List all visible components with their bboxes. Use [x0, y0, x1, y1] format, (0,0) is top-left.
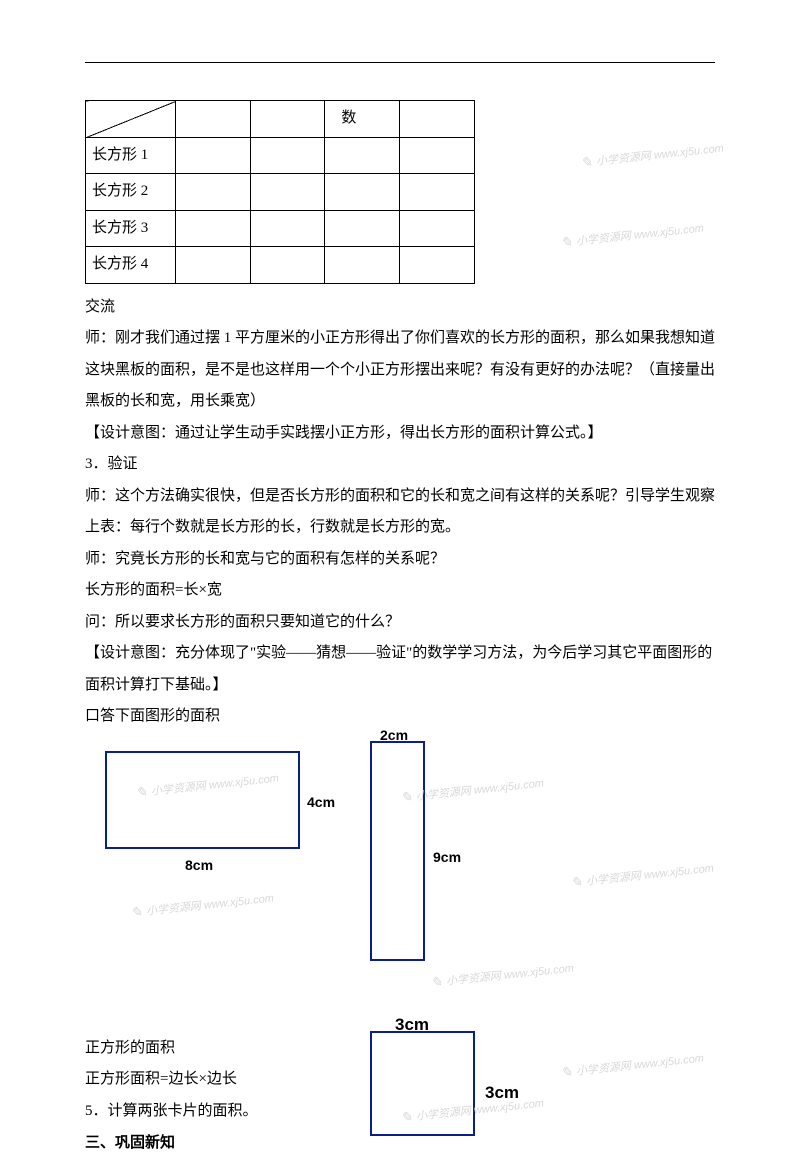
diagonal-header-cell: [86, 101, 176, 138]
paragraph-question: 问：所以要求长方形的面积只要知道它的什么？: [85, 607, 715, 639]
table-cell: [325, 137, 400, 174]
table-cell: [175, 247, 250, 284]
paragraph-square-area: 正方形的面积: [85, 1033, 258, 1065]
table-cell: [325, 247, 400, 284]
table-cell: [400, 174, 475, 211]
rectangle-8x4: [105, 751, 300, 849]
table-cell: [175, 210, 250, 247]
paragraph-design-intent-1: 【设计意图：通过让学生动手实践摆小正方形，得出长方形的面积计算公式。】: [85, 418, 715, 450]
table-cell: [175, 101, 250, 138]
label-4cm: 4cm: [307, 788, 335, 817]
paragraph-communicate: 交流: [85, 292, 715, 324]
table-header-row: 数: [86, 101, 475, 138]
table-cell: [325, 174, 400, 211]
paragraph-teacher-3: 师：究竟长方形的长和宽与它的面积有怎样的关系呢？: [85, 544, 715, 576]
table-cell: [250, 247, 325, 284]
table-cell: [400, 101, 475, 138]
table-row: 长方形 1: [86, 137, 475, 174]
horizontal-rule: [85, 62, 715, 63]
table-row: 长方形 3: [86, 210, 475, 247]
paragraph-verify: 3．验证: [85, 449, 715, 481]
square-3x3: [370, 1031, 475, 1136]
table-cell: [400, 247, 475, 284]
square-text-block: 正方形的面积 正方形面积=边长×边长 5．计算两张卡片的面积。 三、巩固新知: [85, 1033, 258, 1159]
table-row: 长方形 2: [86, 174, 475, 211]
row-label: 长方形 3: [86, 210, 176, 247]
table-cell: [175, 137, 250, 174]
table-cell: [250, 137, 325, 174]
row-label: 长方形 2: [86, 174, 176, 211]
label-8cm: 8cm: [185, 851, 213, 880]
rectangle-2x9: [370, 741, 425, 961]
table-cell: [250, 174, 325, 211]
paragraph-teacher-1: 师：刚才我们通过摆 1 平方厘米的小正方形得出了你们喜欢的长方形的面积，那么如果…: [85, 323, 715, 418]
table-header-count: 数: [325, 101, 400, 138]
paragraph-design-intent-2: 【设计意图：充分体现了"实验——猜想——验证"的数学学习方法，为今后学习其它平面…: [85, 638, 715, 701]
row-label: 长方形 1: [86, 137, 176, 174]
paragraph-formula-rect: 长方形的面积=长×宽: [85, 575, 715, 607]
table-row: 长方形 4: [86, 247, 475, 284]
table-cell: [400, 137, 475, 174]
label-3cm-top: 3cm: [395, 1007, 429, 1043]
shapes-diagram-area-1: 4cm 8cm 2cm 9cm: [85, 733, 715, 1013]
rectangle-data-table: 数 长方形 1 长方形 2 长方形 3 长方形 4: [85, 100, 475, 284]
paragraph-teacher-2: 师：这个方法确实很快，但是否长方形的面积和它的长和宽之间有这样的关系呢？引导学生…: [85, 481, 715, 544]
table-cell: [250, 101, 325, 138]
document-body: 数 长方形 1 长方形 2 长方形 3 长方形 4: [85, 100, 715, 1153]
label-9cm: 9cm: [433, 843, 461, 872]
table-cell: [175, 174, 250, 211]
label-2cm: 2cm: [380, 721, 408, 750]
paragraph-calculate-cards: 5．计算两张卡片的面积。: [85, 1096, 258, 1128]
paragraph-square-formula: 正方形面积=边长×边长: [85, 1064, 258, 1096]
table-cell: [400, 210, 475, 247]
table-cell: [325, 210, 400, 247]
label-3cm-right: 3cm: [485, 1075, 519, 1111]
table-cell: [250, 210, 325, 247]
row-label: 长方形 4: [86, 247, 176, 284]
